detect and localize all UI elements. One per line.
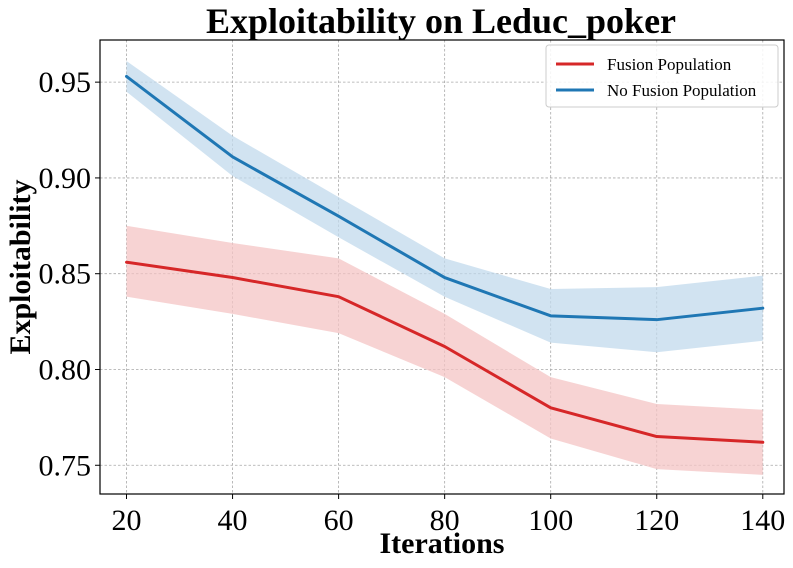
y-tick-label: 0.85	[39, 258, 92, 291]
legend-label-0: Fusion Population	[607, 55, 732, 74]
axis-ticks: 20 40 60 80 100 120 140 0.75 0.80 0.85 0.90 0.95	[39, 66, 786, 537]
x-tick-label: 100	[528, 504, 573, 537]
y-tick-label: 0.80	[39, 353, 92, 386]
series-lines	[125, 74, 765, 444]
x-tick-label: 140	[740, 504, 785, 537]
x-axis-label: Iterations	[380, 527, 505, 560]
x-tick-label: 80	[430, 504, 460, 537]
chart-title: Exploitability on Leduc_poker	[206, 1, 676, 41]
x-tick-label: 20	[112, 504, 142, 537]
y-tick-label: 0.75	[39, 449, 92, 482]
y-tick-label: 0.95	[39, 66, 92, 99]
x-tick-label: 60	[324, 504, 354, 537]
x-tick-label: 40	[218, 504, 248, 537]
y-tick-label: 0.90	[39, 162, 92, 195]
legend-box	[545, 44, 779, 108]
y-axis-label: Exploitability	[4, 179, 37, 354]
legend-label-1: No Fusion Population	[607, 81, 757, 100]
legend: Fusion Population No Fusion Population	[545, 44, 779, 108]
series-1-confidence-band	[126, 61, 763, 353]
plot-frame	[99, 39, 785, 495]
x-tick-label: 120	[634, 504, 679, 537]
